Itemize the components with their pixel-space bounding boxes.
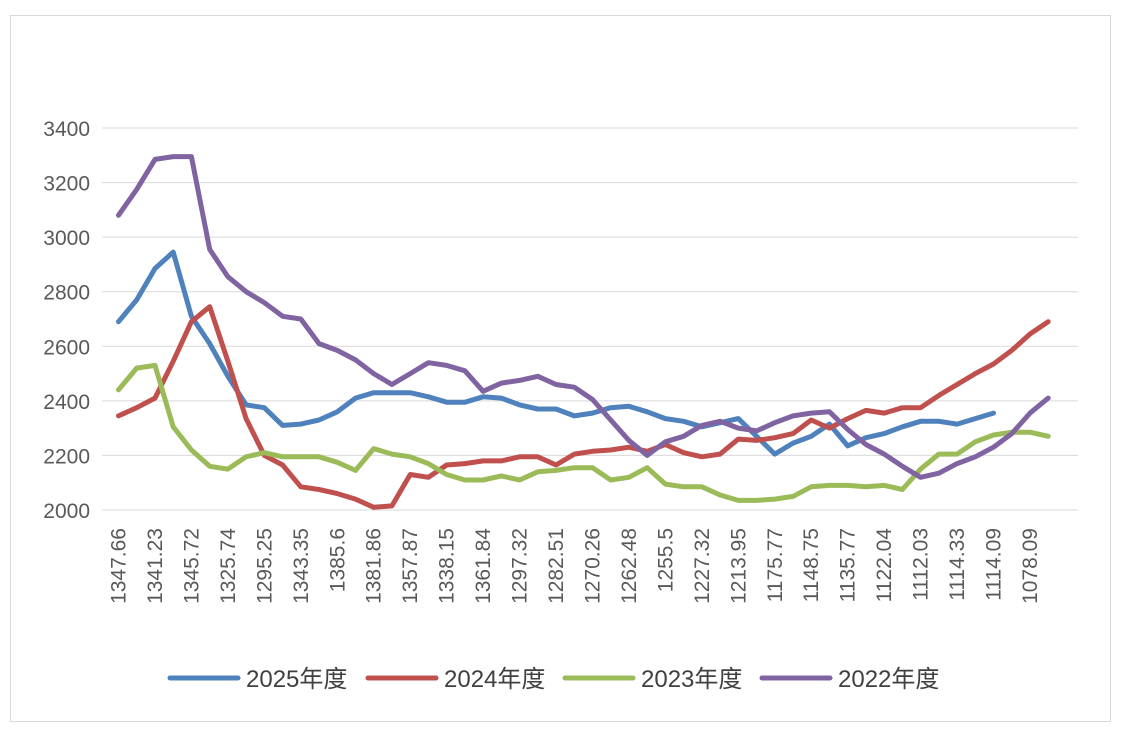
x-tick-label: 1343.35 [290, 528, 313, 604]
series-line-2022年度 [116, 154, 1051, 480]
x-tick-label: 1297.32 [509, 528, 532, 604]
legend-label: 2023年度 [641, 666, 742, 693]
x-tick-label: 1112.03 [910, 528, 933, 601]
legend-label: 2025年度 [246, 666, 347, 693]
x-tick-label: 1227.32 [691, 528, 714, 604]
x-tick-label: 1122.04 [873, 528, 896, 603]
x-tick-label: 1338.15 [436, 528, 459, 604]
x-tick-label: 1175.77 [764, 528, 787, 602]
x-tick-label: 1114.33 [946, 528, 969, 601]
x-tick-label: 1114.09 [983, 528, 1006, 601]
x-tick-label: 1135.77 [837, 528, 860, 602]
series-line-2024年度 [116, 304, 1051, 510]
y-axis: 2000 2200 2400 2600 2800 3000 3200 3400 [43, 118, 90, 523]
legend-label: 2022年度 [838, 666, 939, 693]
y-tick-label: 3200 [43, 173, 90, 196]
x-tick-label: 1385.6 [326, 528, 349, 592]
y-tick-label: 2200 [43, 445, 90, 468]
chart-frame [10, 15, 1111, 722]
series-lines [116, 154, 1051, 510]
y-tick-label: 3400 [43, 118, 90, 141]
x-tick-label: 1325.74 [217, 528, 240, 604]
y-tick-label: 2600 [43, 336, 90, 359]
x-tick-label: 1357.87 [399, 528, 422, 604]
x-tick-label: 1213.95 [727, 528, 750, 604]
x-tick-label: 1361.84 [472, 528, 495, 604]
y-tick-label: 2400 [43, 391, 90, 414]
x-axis: 1347.66 1341.23 1345.72 1325.74 1295.25 1343.… [108, 528, 1043, 604]
series-line-2023年度 [116, 362, 1051, 503]
x-tick-label: 1078.09 [1019, 528, 1042, 604]
x-tick-label: 1347.66 [108, 528, 131, 604]
y-tick-label: 2800 [43, 282, 90, 305]
series-line-2025年度 [116, 249, 996, 457]
x-tick-label: 1148.75 [800, 528, 823, 602]
x-tick-label: 1282.51 [545, 528, 568, 604]
x-tick-label: 1262.48 [618, 528, 641, 604]
y-tick-label: 3000 [43, 227, 90, 250]
x-tick-label: 1270.26 [581, 528, 604, 604]
x-tick-label: 1345.72 [180, 528, 203, 604]
legend: 2025年度 2024年度 2023年度 2022年度 [167, 666, 939, 693]
x-tick-label: 1295.25 [253, 528, 276, 604]
legend-label: 2024年度 [444, 666, 545, 693]
x-tick-label: 1381.86 [363, 528, 386, 604]
x-tick-label: 1255.5 [654, 528, 677, 592]
y-tick-label: 2000 [43, 500, 90, 523]
x-tick-label: 1341.23 [144, 528, 167, 604]
